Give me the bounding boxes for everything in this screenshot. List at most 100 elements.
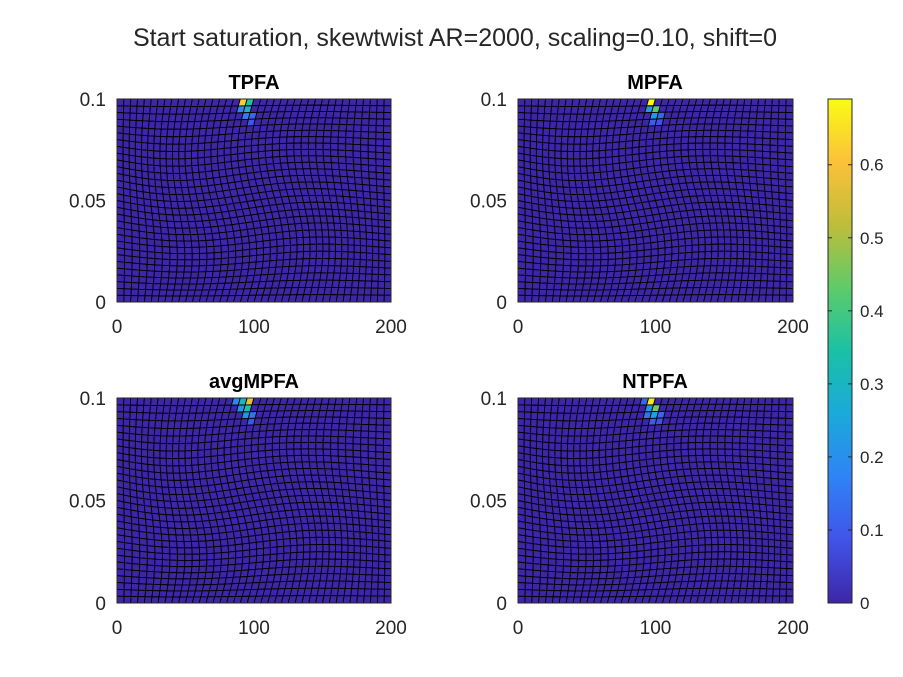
mesh-cell [529,425,538,435]
mesh-cell [384,554,392,563]
mesh-cell [652,151,661,160]
mesh-cell [353,244,361,254]
mesh-cell [147,128,156,137]
mesh-cell [217,454,226,464]
mesh-cell [351,272,360,282]
mesh-cell [191,259,201,267]
mesh-cell [302,537,311,546]
mesh-cell [382,438,392,447]
mesh-cell [628,263,638,272]
mesh-cell [241,242,251,251]
mesh-cell [131,269,140,278]
mesh-cell [536,112,545,122]
mesh-cell [747,423,757,432]
mesh-cell [334,229,343,238]
mesh-cell [784,444,794,454]
mesh-cell [315,250,324,259]
mesh-cell [785,185,794,195]
mesh-cell [770,171,779,180]
mesh-cell [690,230,699,239]
mesh-cell [643,255,652,264]
mesh-cell [362,397,371,406]
mesh-cell [586,464,595,474]
mesh-cell [636,249,645,258]
x-tick-label: 200 [375,317,407,338]
mesh-cell [761,252,769,261]
mesh-cell [382,431,392,440]
mesh-cell [368,118,377,127]
mesh-cell [368,464,377,473]
mesh-cell [614,258,624,266]
mesh-cell [618,147,627,157]
mesh-cell [772,511,781,521]
mesh-cell [175,572,185,580]
mesh-cell [335,243,343,253]
mesh-cell [567,165,575,174]
mesh-cell [360,164,370,173]
mesh-cell [159,143,167,152]
mesh-cell [529,440,537,450]
mesh-cell [611,448,620,457]
mesh-cell [324,416,334,424]
mesh-cell [778,98,787,107]
mesh-cell [576,234,586,242]
mesh-cell [339,475,349,484]
mesh-cell [365,224,373,234]
mesh-cell [346,223,355,232]
mesh-cell [517,260,527,270]
mesh-cell [368,417,377,426]
mesh-cell [747,516,756,525]
mesh-cell [631,439,640,448]
mesh-cell [687,435,697,444]
mesh-cell [376,491,385,501]
mesh-cell [748,410,758,418]
mesh-cell [573,435,582,445]
mesh-cell [190,233,200,242]
mesh-cell [309,544,317,553]
mesh-cell [345,143,354,152]
mesh-cell [709,136,719,144]
mesh-cell [171,158,180,167]
mesh-cell [536,134,544,144]
mesh-cell [757,490,766,499]
mesh-cell [562,571,571,580]
mesh-cell [219,238,229,247]
mesh-cell [184,165,193,174]
mesh-cell [160,427,169,437]
mesh-cell [352,137,362,146]
mesh-cell [338,423,348,431]
mesh-cell [561,128,570,138]
mesh-cell [383,595,392,604]
mesh-cell [346,230,355,239]
mesh-cell [243,451,253,461]
mesh-cell [147,434,155,444]
mesh-cell [271,436,281,444]
mesh-cell [548,251,557,260]
mesh-cell [697,558,706,568]
mesh-cell [785,417,794,426]
mesh-cell [780,560,788,570]
mesh-cell [767,553,776,562]
mesh-cell [739,130,749,138]
mesh-cell [321,229,330,238]
mesh-cell [766,273,775,282]
mesh-cell [762,150,771,159]
mesh-cell [548,427,557,437]
mesh-cell [375,118,385,127]
mesh-cell [538,589,548,598]
mesh-cell [353,124,362,133]
mesh-cell [322,129,332,138]
mesh-cell [365,266,373,275]
mesh-cell [289,237,298,246]
mesh-cell [760,524,769,534]
mesh-cell [377,512,386,521]
mesh-cell [671,539,680,549]
mesh-cell [334,558,343,568]
mesh-cell [736,537,745,546]
mesh-cell [748,176,758,185]
mesh-cell [761,259,769,268]
mesh-cell [323,422,333,431]
mesh-cell [358,524,367,534]
mesh-cell [212,564,222,573]
mesh-cell [160,571,170,580]
